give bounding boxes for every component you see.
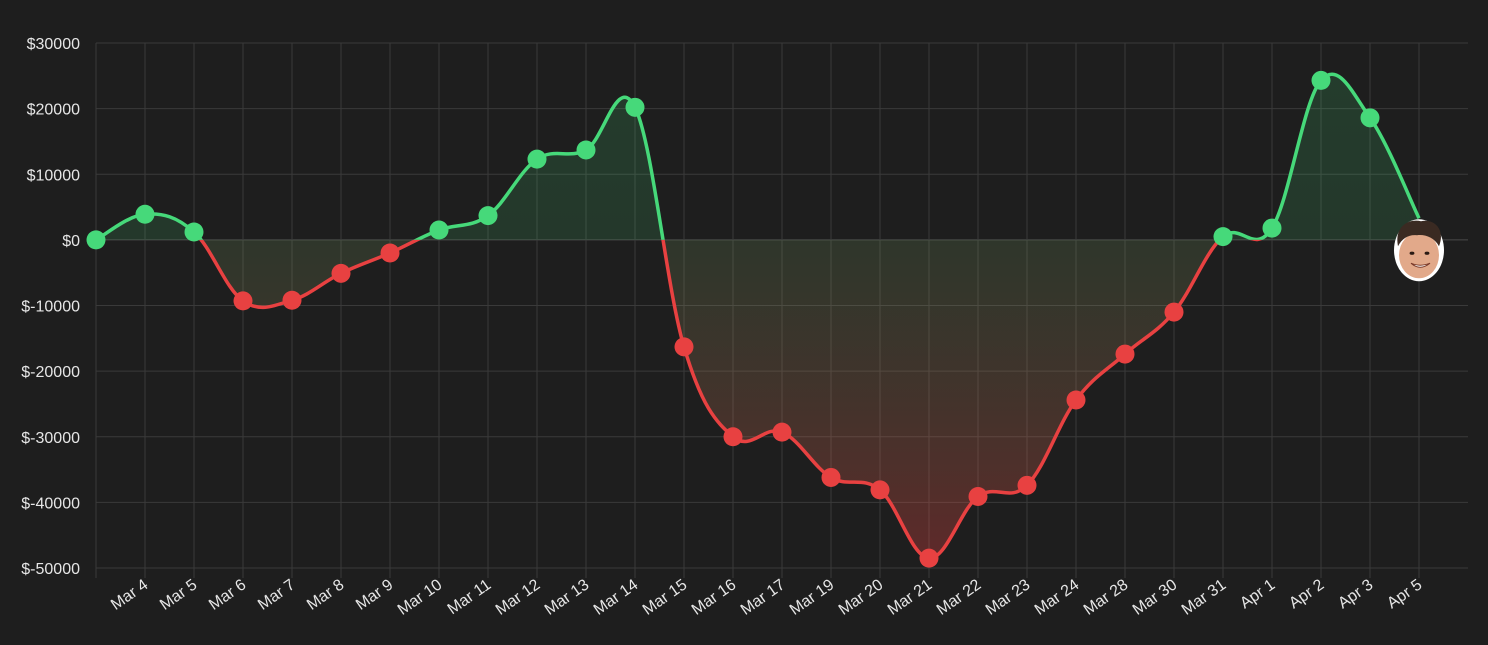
data-point[interactable] [1360,108,1380,128]
data-point[interactable] [478,206,498,226]
y-axis-ticks: $30000 $20000 $10000 $0 $-10000 $-20000 $-3000… [21,36,80,578]
data-point[interactable] [576,140,596,160]
x-tick-label: Mar 15 [640,576,691,619]
area-fill-positive [96,74,1419,240]
x-tick-label: Mar 30 [1130,576,1181,619]
data-point[interactable] [380,243,400,263]
x-tick-label: Apr 5 [1384,576,1425,612]
x-tick-label: Mar 17 [738,576,789,619]
data-point[interactable] [233,291,253,311]
data-point[interactable] [1311,70,1331,90]
data-point[interactable] [1066,390,1086,410]
y-tick-label: $10000 [27,167,80,184]
x-tick-label: Apr 2 [1286,576,1327,612]
data-point[interactable] [772,422,792,442]
x-tick-label: Mar 4 [108,576,151,613]
data-point[interactable] [1115,344,1135,364]
x-tick-label: Mar 19 [787,576,838,619]
x-tick-label: Mar 21 [885,576,936,619]
data-points [86,70,1380,568]
x-tick-label: Mar 6 [206,576,249,613]
x-tick-label: Mar 23 [983,576,1034,619]
x-tick-label: Mar 9 [353,576,396,613]
y-tick-label: $-20000 [21,364,80,381]
x-tick-label: Mar 7 [255,576,298,613]
data-point[interactable] [968,486,988,506]
data-point[interactable] [919,548,939,568]
face-avatar-icon[interactable] [1394,219,1444,282]
y-tick-label: $-30000 [21,430,80,447]
area-fill-negative [96,239,1419,559]
y-tick-label: $-40000 [21,495,80,512]
x-tick-label: Mar 16 [689,576,740,619]
x-tick-label: Apr 1 [1237,576,1278,612]
data-point[interactable] [184,222,204,242]
face-avatar-icon [1394,219,1444,282]
x-tick-label: Mar 24 [1032,576,1083,619]
x-tick-label: Mar 5 [157,576,200,613]
data-point[interactable] [331,263,351,283]
data-point[interactable] [1164,302,1184,322]
x-tick-label: Mar 12 [493,576,544,619]
area-fills [96,74,1419,559]
data-point[interactable] [723,427,743,447]
data-point[interactable] [1262,218,1282,238]
y-tick-label: $20000 [27,102,80,119]
y-tick-label: $0 [62,233,80,250]
data-point[interactable] [429,220,449,240]
y-tick-label: $-10000 [21,299,80,316]
x-tick-label: Mar 11 [445,576,495,618]
y-tick-label: $-50000 [21,561,80,578]
data-point[interactable] [1213,227,1233,247]
data-point[interactable] [674,337,694,357]
x-tick-label: Mar 22 [934,576,985,619]
x-tick-label: Apr 3 [1335,576,1376,612]
data-point[interactable] [527,149,547,169]
x-tick-label: Mar 31 [1179,576,1230,619]
data-point[interactable] [625,97,645,117]
x-tick-label: Mar 20 [836,576,887,619]
x-tick-label: Mar 13 [542,576,593,619]
data-point[interactable] [135,204,155,224]
x-tick-label: Mar 28 [1081,576,1132,619]
x-tick-label: Mar 10 [395,576,446,619]
data-point[interactable] [1017,475,1037,495]
x-tick-label: Mar 14 [591,576,642,619]
data-point[interactable] [282,290,302,310]
data-point[interactable] [821,467,841,487]
data-point[interactable] [870,480,890,500]
y-tick-label: $30000 [27,36,80,53]
x-tick-label: Mar 8 [304,576,347,613]
data-point[interactable] [86,230,106,250]
